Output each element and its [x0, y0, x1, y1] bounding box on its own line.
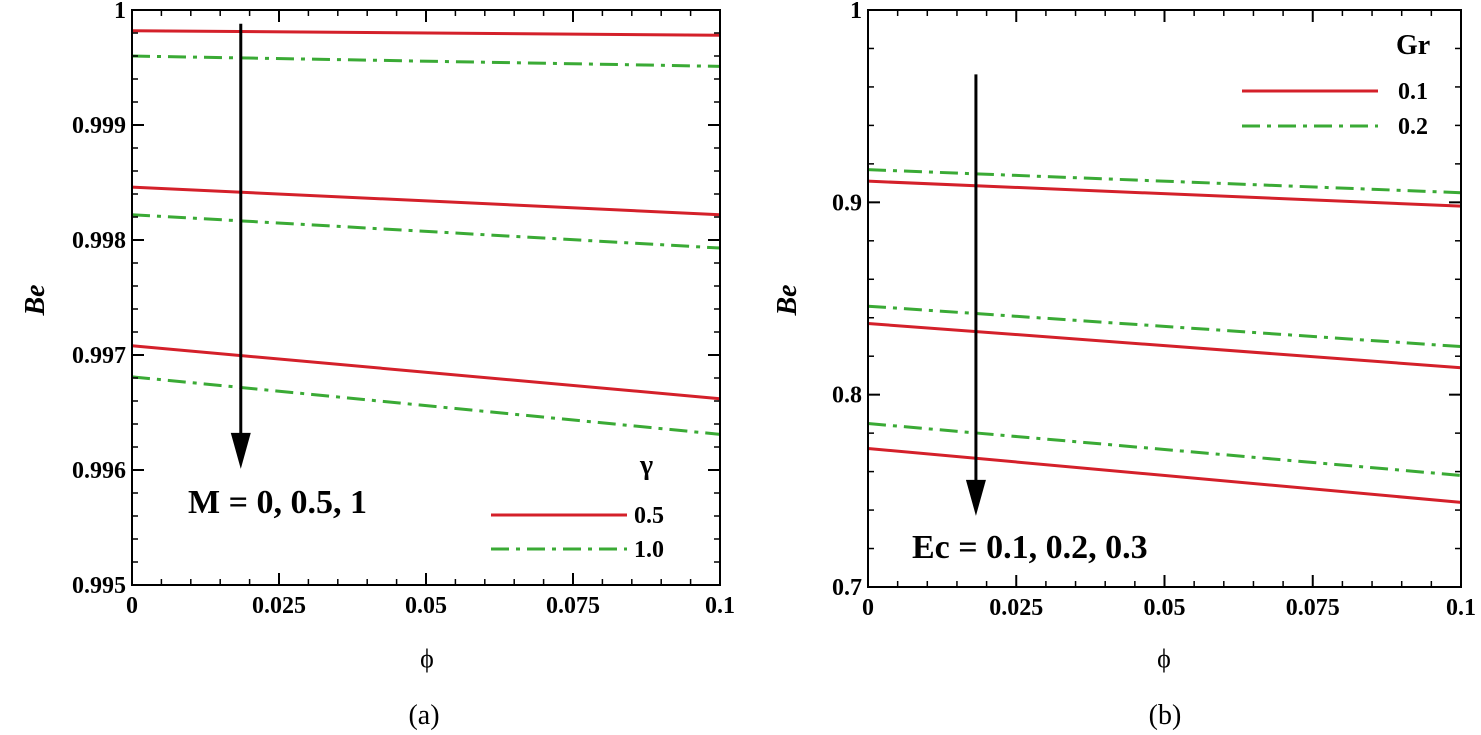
panel-b-series — [867, 168, 1462, 504]
y-tick-label: 0.999 — [72, 113, 126, 139]
x-tick-label: 0.075 — [1286, 595, 1340, 621]
panel-a-arrow — [230, 23, 251, 469]
panel-a-legend-dashdot-label: 1.0 — [634, 537, 664, 563]
panel-a-legend: γ 0.5 1.0 — [491, 450, 664, 563]
panel-b-caption: (b) — [1149, 700, 1182, 731]
arrow-head — [230, 432, 251, 469]
series-line-solid-2 — [867, 322, 1462, 370]
panel-a-annotation: M = 0, 0.5, 1 — [188, 484, 367, 521]
x-tick-label: 0.025 — [989, 595, 1043, 621]
y-tick-label: 1 — [114, 0, 126, 24]
y-tick-label: 0.9 — [832, 190, 862, 216]
panel-a-xlabel: ϕ — [420, 644, 434, 673]
panel-b-legend-title: Gr — [1396, 30, 1430, 61]
panel-b-legend-dashdot-label: 0.2 — [1398, 114, 1428, 140]
series-line-solid-4 — [867, 447, 1462, 504]
series-line-solid-0 — [131, 29, 721, 37]
y-tick-label: 0.998 — [72, 228, 126, 254]
series-line-dashdot-3 — [131, 213, 721, 250]
x-tick-label: 0.05 — [1144, 595, 1186, 621]
panel-a-legend-solid-label: 0.5 — [634, 503, 664, 529]
series-line-solid-4 — [131, 344, 721, 401]
series-line-dashdot-1 — [131, 54, 721, 68]
series-line-solid-2 — [131, 185, 721, 217]
y-tick-label: 0.997 — [72, 343, 126, 369]
panel-a-series — [131, 29, 721, 436]
y-tick-label: 0.7 — [832, 575, 862, 601]
x-tick-label: 0.05 — [405, 593, 447, 619]
x-tick-label: 0 — [126, 593, 138, 619]
panel-b-xlabel: ϕ — [1157, 644, 1171, 673]
panel-a-legend-title: γ — [639, 450, 653, 481]
panel-a-caption: (a) — [408, 700, 439, 731]
panel-b: 0 0.025 0.05 0.075 0.1 0.7 0.8 0.9 1 ϕ Be (b) Ec… — [772, 0, 1476, 731]
y-tick-label: 0.996 — [72, 458, 126, 484]
series-line-dashdot-3 — [867, 304, 1462, 349]
series-line-dashdot-5 — [131, 375, 721, 436]
x-tick-label: 0 — [862, 595, 874, 621]
y-tick-label: 1 — [850, 0, 862, 24]
arrow-head — [965, 479, 986, 516]
panel-b-ticks: 0 0.025 0.05 0.075 0.1 0.7 0.8 0.9 1 — [832, 0, 1476, 621]
panel-b-legend-solid-label: 0.1 — [1398, 79, 1428, 105]
panel-b-frame — [867, 9, 1462, 588]
panel-a: 0 0.025 0.05 0.075 0.1 0.995 0.996 0.997 0.998 0.… — [20, 0, 735, 731]
panel-b-arrow — [965, 74, 986, 516]
y-tick-label: 0.8 — [832, 383, 862, 409]
x-tick-label: 0.1 — [705, 593, 735, 619]
panel-a-ticks: 0 0.025 0.05 0.075 0.1 0.995 0.996 0.997 0.998 0.… — [72, 0, 735, 619]
series-line-solid-0 — [867, 179, 1462, 208]
series-line-dashdot-1 — [867, 168, 1462, 195]
x-tick-label: 0.1 — [1446, 595, 1476, 621]
series-line-dashdot-5 — [867, 422, 1462, 477]
x-tick-label: 0.075 — [546, 593, 600, 619]
panel-b-ylabel: Be — [772, 284, 803, 316]
y-tick-label: 0.995 — [72, 573, 126, 599]
panel-b-annotation: Ec = 0.1, 0.2, 0.3 — [912, 529, 1148, 566]
panel-b-legend: Gr 0.1 0.2 — [1242, 30, 1430, 140]
panel-a-ylabel: Be — [20, 284, 51, 316]
x-tick-label: 0.025 — [252, 593, 306, 619]
